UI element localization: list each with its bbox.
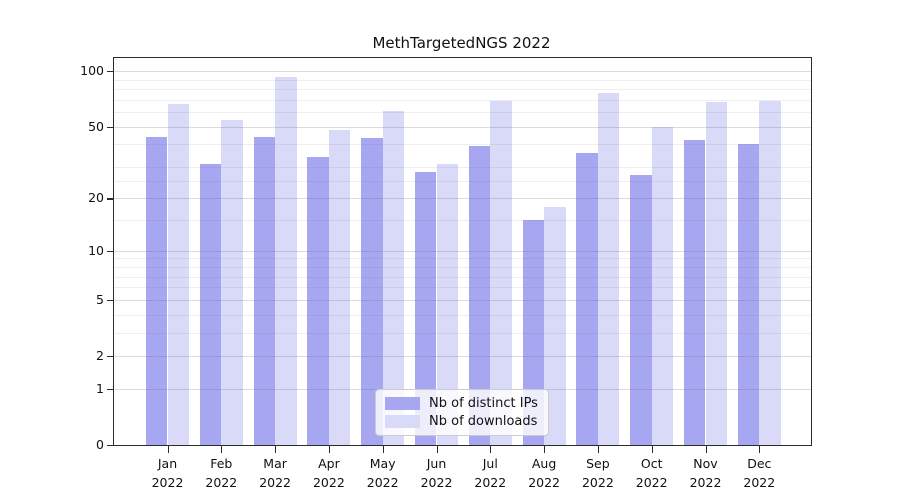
y-tick-label: 20 [88,190,104,206]
x-tick-label: Oct 2022 [635,456,668,490]
legend-label-distinct-ips: Nb of distinct IPs [429,396,538,411]
bar-downloads [651,126,674,445]
x-tick-mark [436,446,438,453]
y-tick-mark [107,388,114,391]
bar-downloads [167,104,190,445]
bar-distinct-ips [683,140,706,445]
legend-item-downloads: Nb of downloads [385,415,538,428]
x-tick-mark [221,446,223,453]
gridline [114,71,811,73]
x-tick-mark [651,446,653,453]
gridline [114,250,811,252]
x-tick-mark [275,446,277,453]
bar-distinct-ips [253,136,276,445]
y-tick-label: 2 [96,348,104,363]
bar-distinct-ips [307,157,329,445]
x-tick-label: May 2022 [366,456,399,490]
y-tick-mark [107,445,114,447]
y-tick-label: 10 [88,242,104,258]
bar-downloads [597,93,620,445]
gridline [114,89,811,91]
gridline [114,79,811,81]
legend-item-distinct-ips: Nb of distinct IPs [385,397,538,410]
gridline [114,112,811,114]
y-tick-mark [107,356,114,358]
gridline [114,198,811,200]
y-tick-label: 0 [96,437,104,452]
legend-swatch-distinct-ips [385,397,420,410]
x-tick-label: Apr 2022 [312,456,345,490]
y-tick-mark [107,71,114,73]
legend-label-downloads: Nb of downloads [429,414,538,429]
x-tick-label: Jan 2022 [151,456,184,490]
y-tick-mark [107,250,114,252]
x-tick-label: Jun 2022 [420,456,453,490]
x-tick-mark [490,446,492,453]
bar-distinct-ips [522,220,545,445]
bar-distinct-ips [199,164,222,445]
gridline [114,299,811,301]
y-tick-label: 5 [96,291,104,307]
x-tick-mark [328,446,331,453]
gridline [114,126,811,128]
gridline [114,276,811,278]
gridline [114,332,811,334]
y-tick-label: 50 [88,118,104,134]
x-tick-label: Mar 2022 [259,456,291,490]
x-tick-label: Jul 2022 [474,456,507,490]
x-tick-mark [759,446,761,453]
bar-downloads [490,100,512,445]
bar-downloads [544,206,566,445]
bar-distinct-ips [414,172,437,445]
bar-downloads [759,100,781,445]
bar-downloads [382,110,405,445]
gridline [114,314,811,316]
y-tick-label: 100 [80,63,104,79]
bar-downloads [275,77,297,445]
bar-distinct-ips [468,146,491,445]
bar-distinct-ips [737,144,760,445]
gridline [114,267,811,269]
y-tick-mark [107,299,114,302]
x-tick-mark [705,446,707,453]
gridline [114,287,811,289]
y-tick-mark [107,198,114,200]
bar-downloads [436,164,459,445]
gridline [114,166,811,168]
gridline [114,144,811,146]
x-tick-label: Aug 2022 [528,456,560,490]
x-tick-label: Sep 2022 [581,456,614,490]
gridline [114,99,811,101]
bar-downloads [328,129,351,445]
y-tick-label: 1 [96,380,104,396]
plot-area: Nb of distinct IPs Nb of downloads 0 1 2 5 1… [80,57,812,490]
x-tick-label: Dec 2022 [743,456,776,490]
chart-title: MethTargetedNGS 2022 [372,34,551,52]
bar-distinct-ips [630,175,652,445]
x-tick-mark [597,446,600,453]
gridline [114,220,811,222]
y-tick-mark [107,126,114,128]
legend-swatch-downloads [385,415,420,428]
bar-downloads [705,102,728,445]
bar-distinct-ips [576,152,598,445]
x-tick-label: Feb 2022 [205,456,238,490]
bar-distinct-ips [145,136,168,445]
x-tick-mark [544,446,546,453]
bar-distinct-ips [361,138,383,445]
gridline [114,258,811,260]
gridline [114,356,811,357]
x-tick-label: Nov 2022 [689,456,722,490]
bar-downloads [221,120,243,445]
x-tick-mark [382,446,384,453]
legend: Nb of distinct IPs Nb of downloads [375,389,549,436]
gridline [114,181,811,183]
x-tick-mark [167,446,169,453]
